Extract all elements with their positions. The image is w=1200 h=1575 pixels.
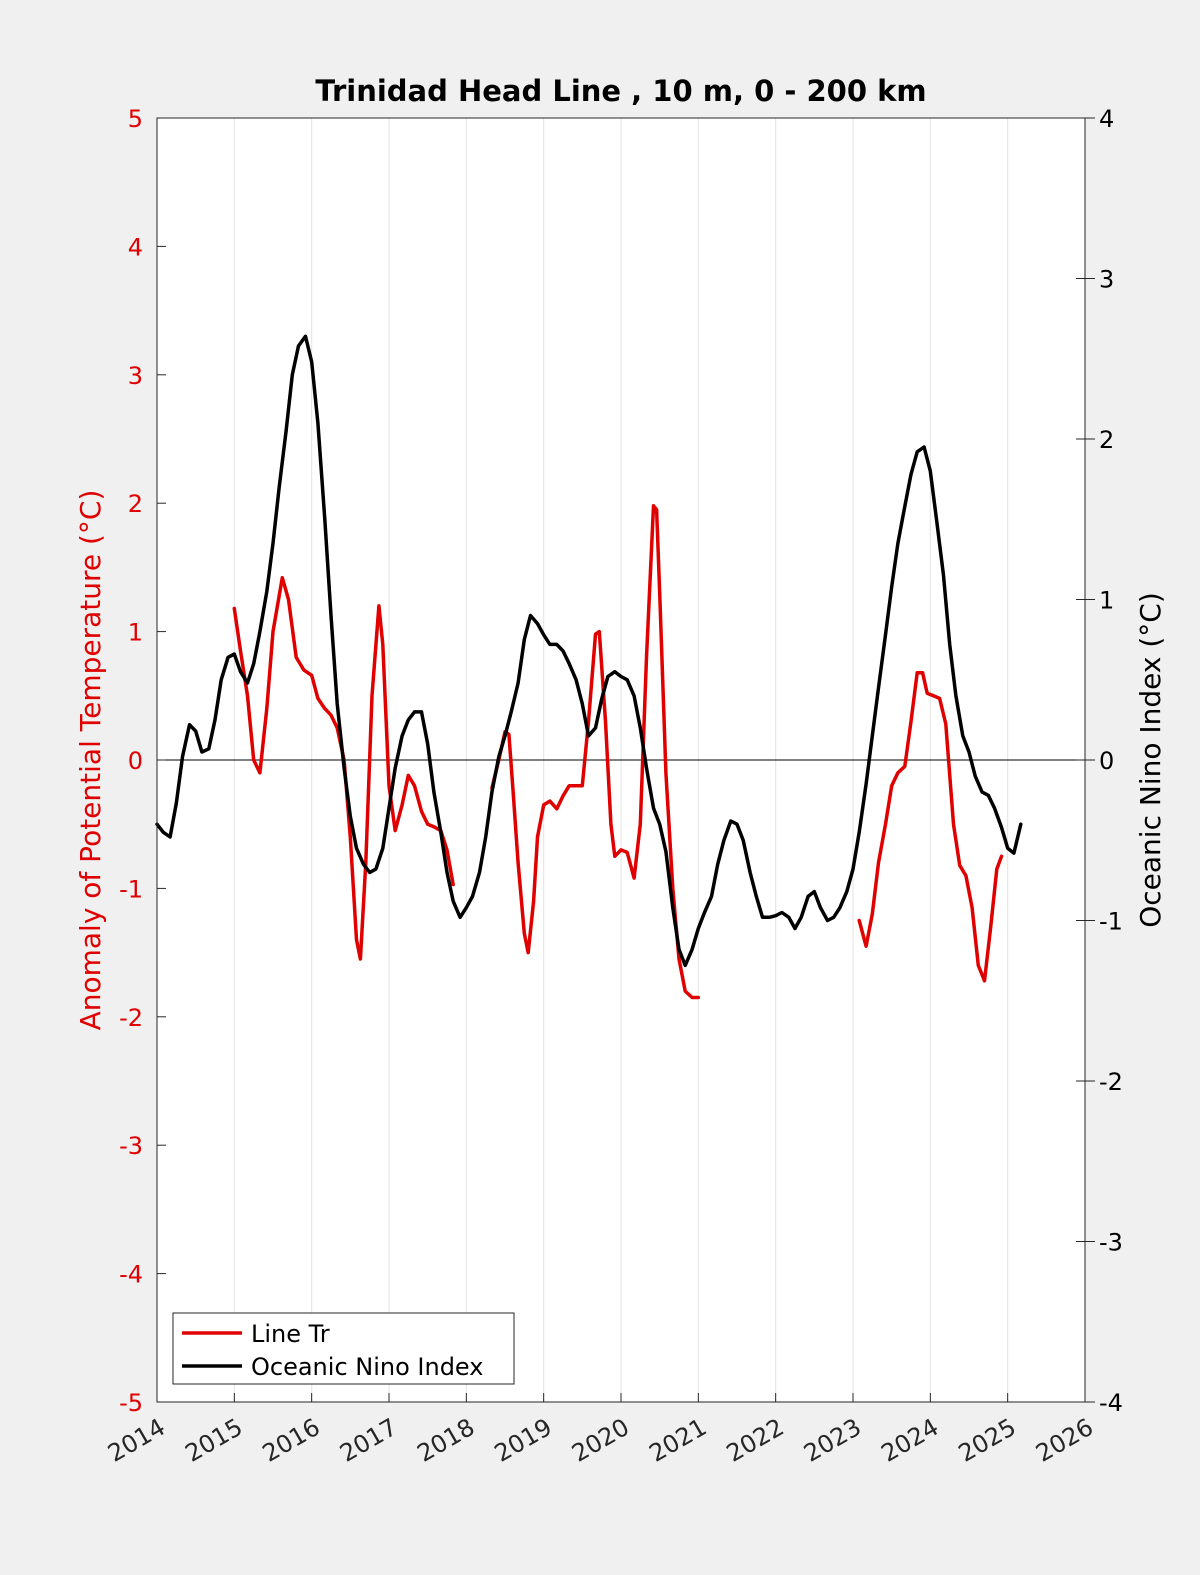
y-tick-label-left: 5 (128, 105, 143, 133)
y-tick-label-right: -4 (1099, 1389, 1123, 1417)
x-tick-label: 2014 (103, 1413, 170, 1468)
y-tick-label-right: -3 (1099, 1229, 1123, 1257)
chart-title: Trinidad Head Line , 10 m, 0 - 200 km (315, 74, 926, 108)
y-tick-label-left: -1 (119, 875, 143, 903)
x-tick-label: 2017 (335, 1413, 402, 1468)
x-tick-label: 2019 (490, 1413, 557, 1468)
x-tick-label: 2026 (1031, 1413, 1098, 1468)
series-line-line-tr (490, 504, 701, 1000)
y-tick-label-left: -3 (119, 1132, 143, 1160)
y-tick-label-left: 2 (128, 490, 143, 518)
y-tick-label-left: 1 (128, 619, 143, 647)
series-layer (155, 334, 1023, 1000)
legend: Line Tr Oceanic Nino Index (172, 1312, 515, 1385)
x-tick-label: 2021 (644, 1413, 711, 1468)
x-tick-label: 2023 (799, 1413, 866, 1468)
legend-box (172, 1312, 515, 1385)
y-tick-label-left: 0 (128, 747, 143, 775)
y-tick-label-left: -5 (119, 1389, 143, 1417)
y-tick-label-right: 4 (1099, 105, 1114, 133)
series-line-line-tr (232, 575, 455, 961)
y-tick-label-left: -4 (119, 1261, 143, 1289)
x-tick-label: 2018 (412, 1413, 479, 1468)
y-tick-label-right: 3 (1099, 266, 1114, 294)
y-tick-label-right: -1 (1099, 908, 1123, 936)
y-tick-label-right: 2 (1099, 426, 1114, 454)
y-tick-label-right: 1 (1099, 587, 1114, 615)
legend-label-line-tr: Line Tr (251, 1320, 330, 1348)
x-tick-label: 2025 (954, 1413, 1021, 1468)
x-tick-label: 2016 (258, 1413, 325, 1468)
y-tick-label-left: -2 (119, 1004, 143, 1032)
x-tick-label: 2022 (722, 1413, 789, 1468)
y-tick-label-right: -2 (1099, 1068, 1123, 1096)
series-line-oni (155, 334, 1023, 968)
x-tick-label: 2024 (876, 1413, 943, 1468)
x-tick-label: 2015 (180, 1413, 247, 1468)
y-tick-label-left: 3 (128, 362, 143, 390)
y-tick-label-right: 0 (1099, 747, 1114, 775)
series-line-line-tr (857, 670, 1004, 983)
y-axis-label-left: Anomaly of Potential Temperature (°C) (74, 490, 107, 1031)
x-tick-label: 2020 (567, 1413, 634, 1468)
y-tick-label-left: 4 (128, 233, 143, 261)
y-axis-label-right: Oceanic Nino Index (°C) (1134, 592, 1167, 928)
legend-label-oni: Oceanic Nino Index (251, 1353, 483, 1381)
